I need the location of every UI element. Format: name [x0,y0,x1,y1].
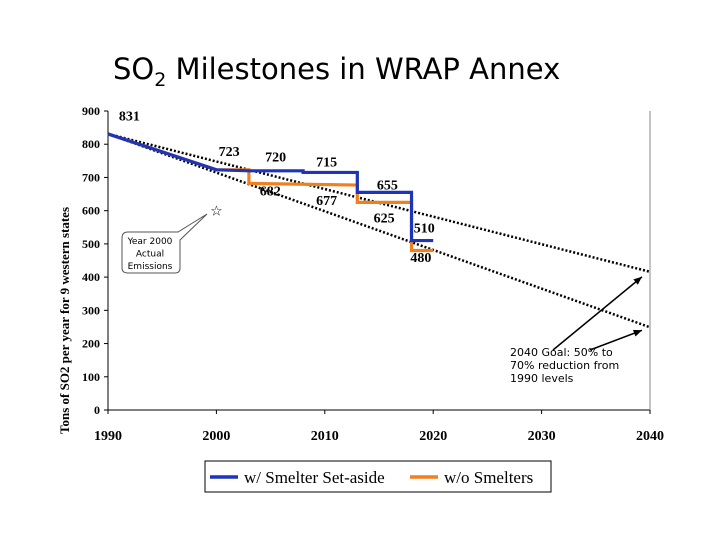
y-tick-label: 100 [82,370,100,384]
chart-title: SO2 Milestones in WRAP Annex [113,52,561,91]
series-group [107,132,434,253]
legend-label: w/o Smelters [444,468,533,487]
axes: 0 100 200 300 400 500 600 700 800 900 1990 2000 2010… [57,104,664,444]
goal-lines [107,132,651,329]
data-label: 715 [316,155,337,170]
goal-arrow [589,329,643,351]
y-tick-label: 400 [82,270,100,284]
y-tick-label: 600 [82,204,100,218]
star-icon: ☆ [210,203,223,219]
data-label: 480 [410,251,431,266]
data-label: 682 [260,185,281,200]
y-tick-label: 300 [82,303,100,317]
goal-annotation: 2040 Goal: 50% to 70% reduction from 199… [510,346,620,385]
x-tick-label: 2030 [528,429,556,444]
data-labels: 831 723 720 715 682 677 655 625 510 480 [119,109,435,266]
legend-box [204,460,552,493]
y-tick-label: 0 [94,403,100,417]
data-label: 510 [414,221,435,236]
y-tick-label: 500 [82,237,100,251]
goal-arrowhead [633,329,642,337]
goal-line [107,132,651,274]
callout-text: Year 2000 [127,237,173,247]
goal-arrow [552,276,643,351]
data-label: 720 [265,150,286,165]
callout-bubble [121,213,208,274]
y-tick-label: 700 [82,170,100,184]
x-tick-label: 2020 [419,429,447,444]
legend: w/ Smelter Set-aside w/o Smelters [204,460,552,493]
data-label: 831 [119,109,140,124]
legend-label: w/ Smelter Set-aside [244,468,385,487]
y-tick-label: 200 [82,337,100,351]
data-label: 677 [316,194,337,209]
x-tick-label: 2040 [636,429,664,444]
y-tick-label: 800 [82,137,100,151]
x-tick-label: 2000 [202,429,230,444]
data-label: 655 [377,179,398,194]
data-label: 723 [219,145,240,160]
x-tick-label: 1990 [94,429,122,444]
y-tick-label: 900 [82,104,100,118]
annotations: ☆ Year 2000 Actual Emissions [121,203,643,351]
data-label: 625 [374,211,395,226]
series-line [107,132,434,243]
callout-text: Actual [136,250,164,260]
callout-text: Emissions [128,262,173,272]
goal-arrowhead [633,276,642,285]
x-tick-label: 2010 [311,429,339,444]
y-axis-label: Tons of SO2 per year for 9 western state… [57,207,72,434]
